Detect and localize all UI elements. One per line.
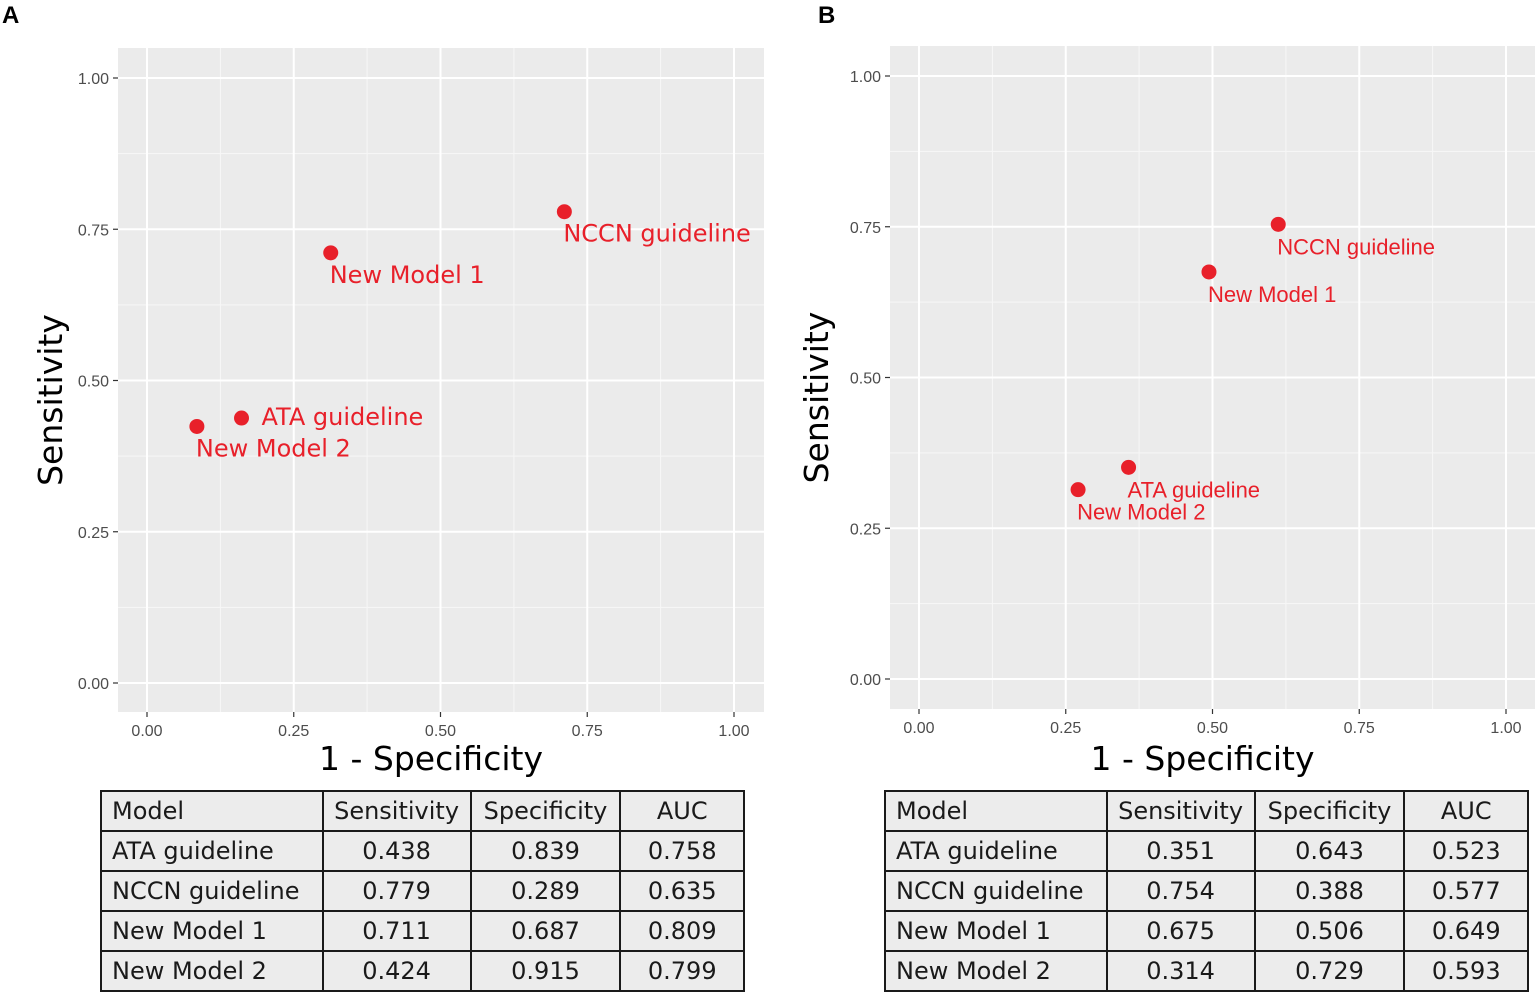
x-tick-label: 0.50 <box>1197 720 1228 737</box>
y-tick-label: 0.75 <box>850 220 881 237</box>
data-point <box>1201 264 1217 280</box>
header-sensitivity: Sensitivity <box>321 790 472 832</box>
cell-auc: 0.523 <box>1403 830 1529 872</box>
x-tick-label: 0.50 <box>425 723 456 740</box>
header-specificity: Specificity <box>1253 790 1406 832</box>
cell-model: NCCN guideline <box>100 870 324 912</box>
cell-specificity: 0.388 <box>1253 870 1406 912</box>
metrics-table-b: Model Sensitivity Specificity AUC ATA gu… <box>884 790 1529 992</box>
data-label: New Model 1 <box>1208 282 1336 307</box>
metrics-table-a: Model Sensitivity Specificity AUC ATA gu… <box>100 790 745 992</box>
data-label: NCCN guideline <box>1277 234 1435 259</box>
y-tick-label: 0.25 <box>850 521 881 538</box>
cell-sensitivity: 0.675 <box>1105 910 1256 952</box>
data-label: ATA guideline <box>1128 477 1261 502</box>
table-row: NCCN guideline 0.779 0.289 0.635 <box>100 870 745 912</box>
cell-auc: 0.758 <box>619 830 745 872</box>
header-sensitivity: Sensitivity <box>1105 790 1256 832</box>
x-tick-label: 0.00 <box>903 720 934 737</box>
cell-auc: 0.593 <box>1403 950 1529 992</box>
cell-sensitivity: 0.424 <box>321 950 472 992</box>
data-point <box>234 410 250 426</box>
data-point <box>1121 459 1137 475</box>
header-auc: AUC <box>619 790 745 832</box>
cell-auc: 0.635 <box>619 870 745 912</box>
x-tick-label: 0.75 <box>1344 720 1375 737</box>
data-point <box>323 245 339 261</box>
cell-specificity: 0.839 <box>469 830 622 872</box>
cell-sensitivity: 0.438 <box>321 830 472 872</box>
y-tick-label: 1.00 <box>78 71 109 88</box>
cell-specificity: 0.506 <box>1253 910 1406 952</box>
table-row: New Model 2 0.314 0.729 0.593 <box>884 950 1529 992</box>
data-label: ATA guideline <box>262 403 424 431</box>
y-tick-label: 0.50 <box>850 371 881 388</box>
data-point <box>1270 216 1286 232</box>
header-specificity: Specificity <box>469 790 622 832</box>
cell-auc: 0.809 <box>619 910 745 952</box>
table-row: New Model 1 0.711 0.687 0.809 <box>100 910 745 952</box>
data-label: New Model 2 <box>196 434 351 462</box>
x-tick-label: 0.75 <box>572 723 603 740</box>
y-tick-label: 0.50 <box>78 374 109 391</box>
cell-specificity: 0.687 <box>469 910 622 952</box>
y-tick-label: 0.25 <box>78 525 109 542</box>
cell-specificity: 0.643 <box>1253 830 1406 872</box>
data-point <box>1070 482 1086 498</box>
cell-model: New Model 1 <box>884 910 1108 952</box>
panel-label-a: A <box>2 2 20 29</box>
cell-model: ATA guideline <box>884 830 1108 872</box>
y-tick-label: 0.00 <box>78 676 109 693</box>
cell-auc: 0.577 <box>1403 870 1529 912</box>
data-label: New Model 1 <box>330 261 485 289</box>
cell-model: New Model 2 <box>884 950 1108 992</box>
data-point <box>189 418 205 434</box>
cell-model: New Model 2 <box>100 950 324 992</box>
header-model: Model <box>100 790 324 832</box>
x-tick-label: 0.00 <box>131 723 162 740</box>
cell-sensitivity: 0.754 <box>1105 870 1256 912</box>
cell-specificity: 0.289 <box>469 870 622 912</box>
cell-sensitivity: 0.779 <box>321 870 472 912</box>
data-point <box>556 204 572 220</box>
x-axis-title: 1 - Specificity <box>319 739 543 778</box>
table-row: ATA guideline 0.351 0.643 0.523 <box>884 830 1529 872</box>
cell-auc: 0.799 <box>619 950 745 992</box>
x-tick-label: 1.00 <box>1490 720 1521 737</box>
cell-model: NCCN guideline <box>884 870 1108 912</box>
header-model: Model <box>884 790 1108 832</box>
data-label: New Model 2 <box>1077 500 1205 525</box>
y-tick-label: 0.00 <box>850 672 881 689</box>
y-axis-title: Sensitivity <box>797 312 836 484</box>
cell-model: ATA guideline <box>100 830 324 872</box>
header-auc: AUC <box>1403 790 1529 832</box>
cell-sensitivity: 0.711 <box>321 910 472 952</box>
y-tick-label: 0.75 <box>78 222 109 239</box>
x-tick-label: 1.00 <box>718 723 749 740</box>
panel-label-b: B <box>818 2 836 29</box>
table-row: New Model 2 0.424 0.915 0.799 <box>100 950 745 992</box>
x-axis-title: 1 - Specificity <box>1091 739 1315 778</box>
chart-canvas: 0.00 0.25 0.50 0.75 1.00 0.00 0.25 0.50 0.75 1.00… <box>31 46 1535 778</box>
cell-sensitivity: 0.314 <box>1105 950 1256 992</box>
table-row: New Model 1 0.675 0.506 0.649 <box>884 910 1529 952</box>
x-tick-label: 0.25 <box>1050 720 1081 737</box>
cell-specificity: 0.915 <box>469 950 622 992</box>
cell-specificity: 0.729 <box>1253 950 1406 992</box>
cell-model: New Model 1 <box>100 910 324 952</box>
y-axis-title: Sensitivity <box>31 314 70 486</box>
table-row: NCCN guideline 0.754 0.388 0.577 <box>884 870 1529 912</box>
table-header-row: Model Sensitivity Specificity AUC <box>100 790 745 832</box>
cell-auc: 0.649 <box>1403 910 1529 952</box>
y-tick-label: 1.00 <box>850 69 881 86</box>
cell-sensitivity: 0.351 <box>1105 830 1256 872</box>
table-row: ATA guideline 0.438 0.839 0.758 <box>100 830 745 872</box>
data-label: NCCN guideline <box>563 220 750 248</box>
x-tick-label: 0.25 <box>278 723 309 740</box>
table-header-row: Model Sensitivity Specificity AUC <box>884 790 1529 832</box>
